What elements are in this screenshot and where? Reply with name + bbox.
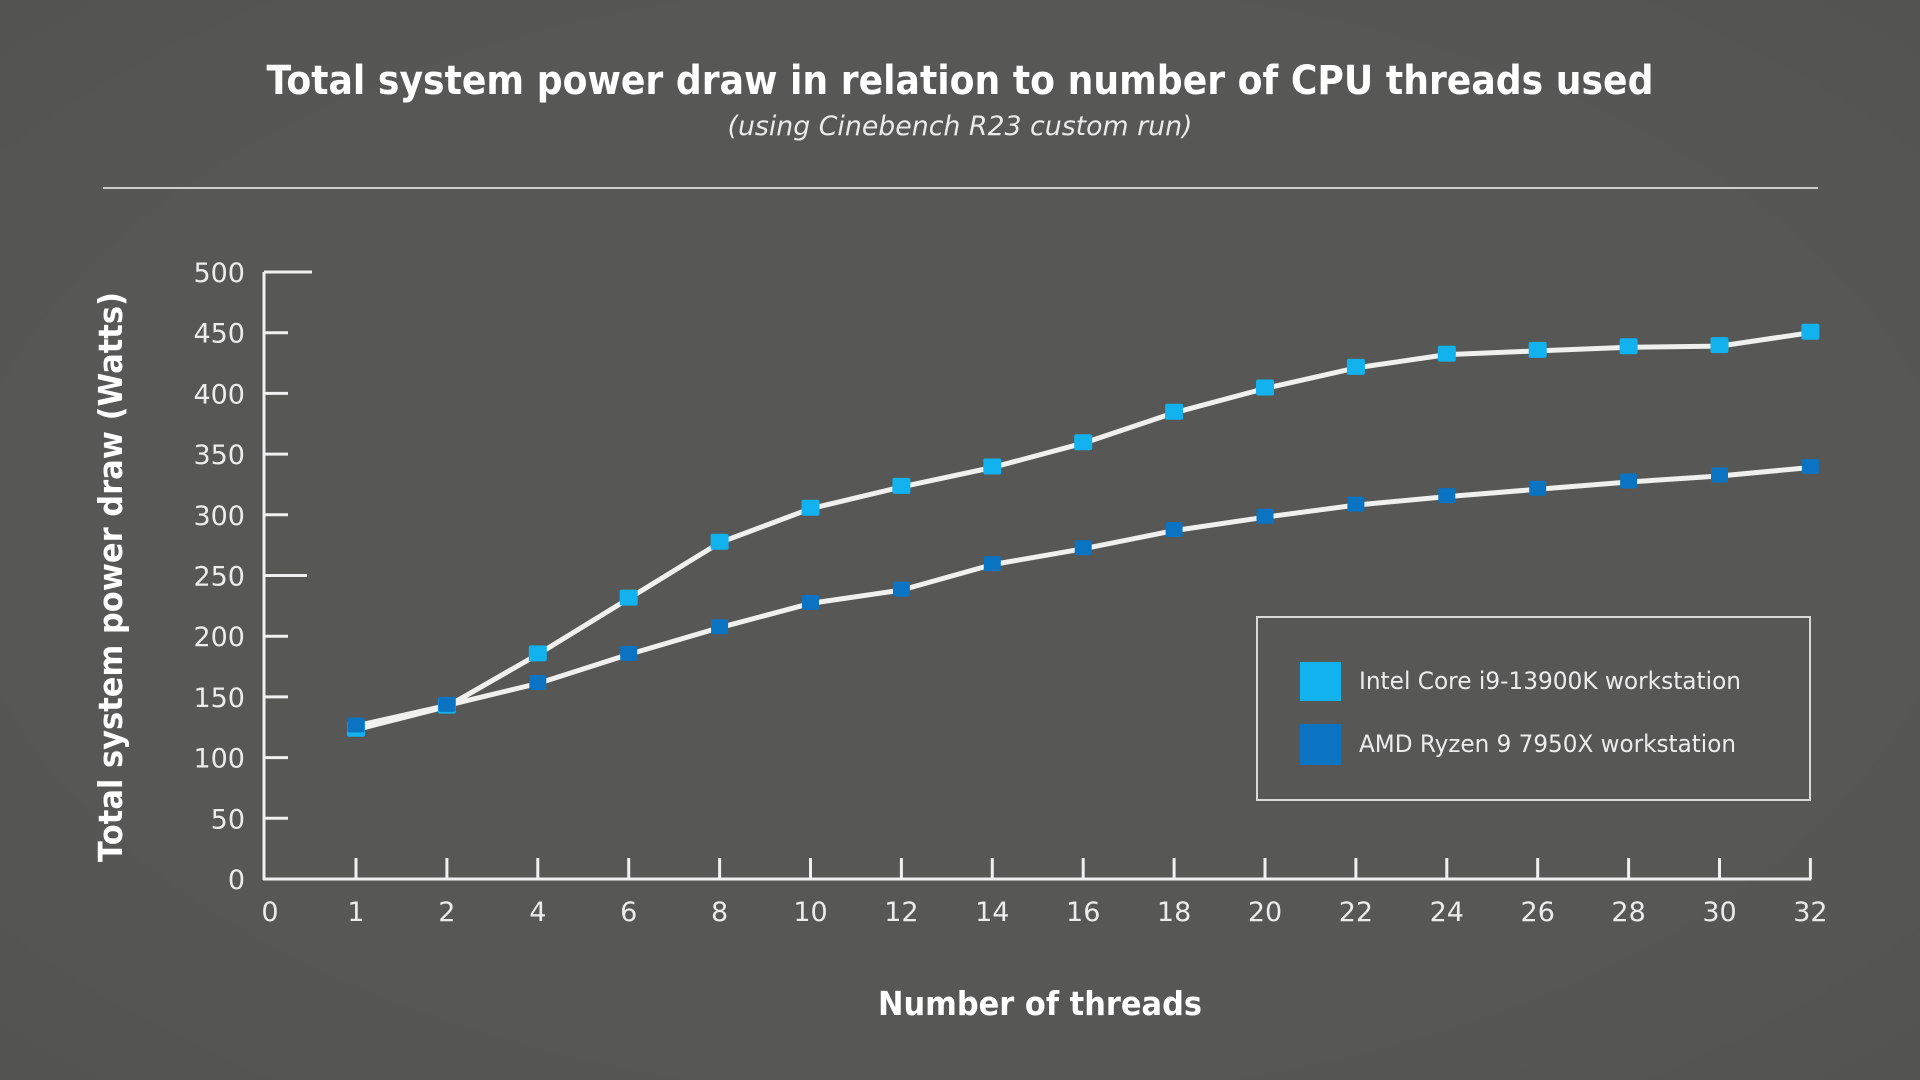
- x-axis: 0 1 2 4 6 8 10 12 14 16 18 20 22 24 26 28 30 32: [261, 858, 1828, 928]
- x-tick-label: 24: [1430, 897, 1464, 928]
- x-tick-label: 30: [1702, 897, 1736, 928]
- data-point-intel: [619, 589, 638, 606]
- x-tick-label: 16: [1066, 897, 1100, 928]
- data-point-intel: [801, 499, 820, 516]
- data-point-amd: [1074, 540, 1092, 556]
- chart-title: Total system power draw in relation to n…: [267, 58, 1654, 104]
- y-tick-label: 250: [193, 562, 245, 593]
- legend-item-amd: AMD Ryzen 9 7950X workstation: [1300, 724, 1736, 765]
- y-tick-label: 300: [193, 501, 245, 532]
- data-point-amd: [1438, 488, 1456, 504]
- x-tick-label: 28: [1611, 897, 1645, 928]
- x-tick-label: 14: [975, 897, 1009, 928]
- data-point-intel: [528, 645, 547, 662]
- x-tick-label: 22: [1339, 897, 1373, 928]
- legend-label-intel: Intel Core i9-13900K workstation: [1359, 667, 1741, 695]
- data-point-amd: [983, 556, 1001, 572]
- data-point-amd: [620, 645, 638, 661]
- data-point-amd: [802, 594, 819, 610]
- y-tick-label: 350: [193, 440, 245, 471]
- y-tick-label: 50: [211, 804, 245, 835]
- series-markers: [347, 323, 1820, 737]
- data-point-amd: [711, 619, 729, 635]
- x-tick-label: 12: [884, 897, 918, 928]
- y-tick-label: 100: [193, 744, 245, 775]
- data-point-intel: [1346, 358, 1365, 375]
- y-tick-label: 200: [193, 622, 245, 653]
- data-point-amd: [1620, 473, 1638, 489]
- data-point-intel: [1165, 403, 1184, 420]
- y-axis: 0 50 100 150 200 250 300 350 400 450 500: [193, 258, 312, 896]
- x-tick-label: 8: [711, 897, 728, 928]
- legend: Intel Core i9-13900K workstation AMD Ryz…: [1256, 616, 1811, 801]
- y-tick-label: 500: [193, 258, 245, 289]
- x-tick-label: 6: [620, 897, 637, 928]
- y-axis-title: Total system power draw (Watts): [91, 292, 130, 862]
- data-point-amd: [1256, 508, 1274, 524]
- data-point-intel: [1801, 323, 1820, 340]
- legend-swatch-amd: [1300, 724, 1341, 765]
- x-tick-label: 2: [438, 897, 455, 928]
- x-axis-title: Number of threads: [878, 984, 1202, 1023]
- data-point-intel: [892, 477, 911, 494]
- x-tick-label: 1: [347, 897, 364, 928]
- chart-subtitle: (using Cinebench R23 custom run): [728, 111, 1193, 142]
- data-point-intel: [1710, 337, 1729, 354]
- data-point-intel: [983, 458, 1002, 475]
- data-point-amd: [347, 717, 365, 733]
- legend-label-amd: AMD Ryzen 9 7950X workstation: [1359, 730, 1736, 758]
- x-tick-label: 18: [1157, 897, 1191, 928]
- x-tick-label: 26: [1521, 897, 1555, 928]
- data-point-amd: [438, 696, 456, 712]
- y-tick-label: 150: [193, 683, 245, 714]
- data-point-amd: [1347, 496, 1365, 512]
- data-point-amd: [1801, 459, 1819, 474]
- data-point-intel: [1528, 341, 1547, 358]
- legend-swatch-intel: [1300, 662, 1341, 701]
- x-tick-label: 4: [529, 897, 546, 928]
- data-point-intel: [1619, 338, 1638, 355]
- data-point-intel: [1074, 434, 1093, 451]
- x-tick-label: 0: [261, 897, 278, 928]
- data-point-amd: [1529, 480, 1547, 496]
- y-tick-label: 0: [228, 865, 245, 896]
- legend-box: [1256, 616, 1811, 801]
- data-point-amd: [529, 675, 547, 690]
- legend-item-intel: Intel Core i9-13900K workstation: [1300, 662, 1741, 701]
- x-tick-label: 32: [1793, 897, 1827, 928]
- data-point-amd: [892, 581, 910, 597]
- y-tick-label: 450: [193, 319, 245, 350]
- data-point-amd: [1711, 467, 1728, 483]
- data-point-intel: [1256, 379, 1274, 396]
- x-tick-label: 20: [1248, 897, 1282, 928]
- data-point-amd: [1165, 522, 1183, 538]
- data-point-intel: [710, 533, 729, 550]
- x-tick-label: 10: [793, 897, 827, 928]
- data-point-intel: [1437, 345, 1456, 362]
- y-tick-label: 400: [193, 379, 245, 410]
